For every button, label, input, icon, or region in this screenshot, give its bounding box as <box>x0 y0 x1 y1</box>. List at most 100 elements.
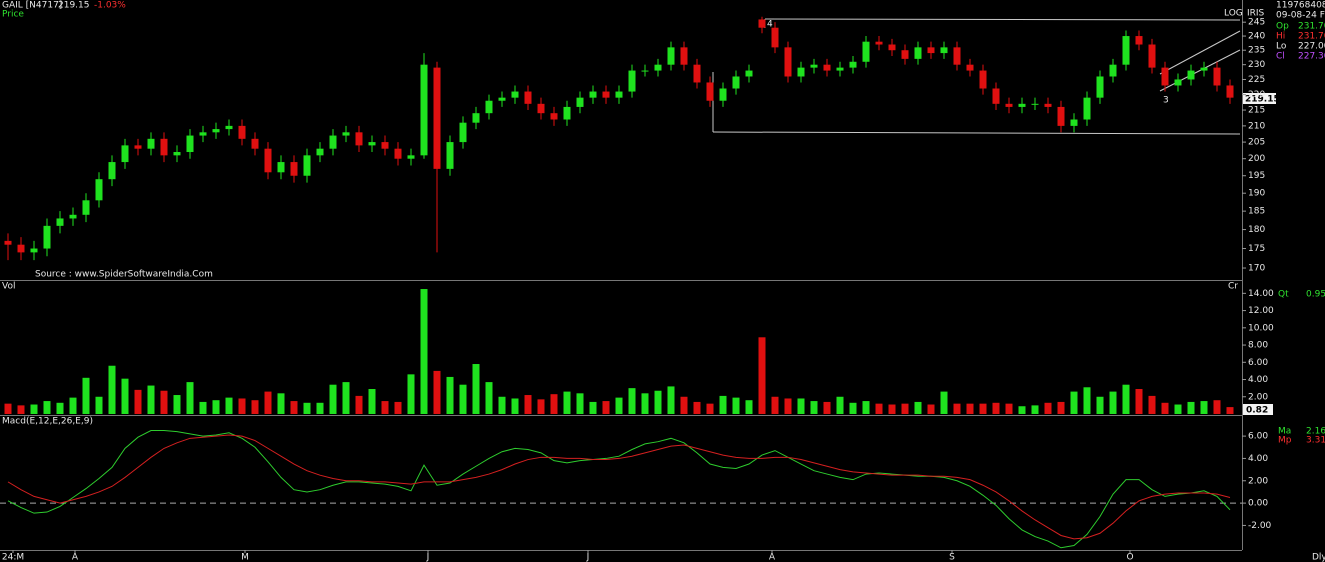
last-label: 219.15 <box>1245 95 1280 105</box>
volume-bar <box>30 404 38 414</box>
candle-body <box>615 91 623 98</box>
last-label-box <box>1243 404 1273 415</box>
info-value: 231.70 <box>1298 32 1325 42</box>
y-tick-label: 10.00 <box>1248 323 1274 333</box>
legend-name: Qt <box>1278 290 1289 300</box>
candle-body <box>1135 36 1143 45</box>
candle-body <box>823 64 831 71</box>
candle-body <box>199 132 207 136</box>
y-tick-label: 4.00 <box>1248 454 1268 464</box>
volume-bar <box>1044 402 1052 414</box>
y-tick-label: 220 <box>1248 90 1265 100</box>
y-tick-label: 6.00 <box>1248 358 1268 368</box>
volume-bar <box>1148 395 1156 414</box>
y-tick-label: 210 <box>1248 121 1265 131</box>
candle-body <box>108 162 116 180</box>
y-tick-label: 12.00 <box>1248 306 1274 316</box>
candle-body <box>277 162 285 173</box>
candle-body <box>368 142 376 146</box>
candle-body <box>4 240 12 245</box>
volume-bar <box>784 398 792 414</box>
y-tick-label: 230 <box>1248 60 1265 70</box>
candle-body <box>498 97 506 101</box>
unit: Cr <box>1228 282 1238 292</box>
volume-bar <box>238 398 246 414</box>
candle-body <box>69 214 77 219</box>
candle-body <box>1200 67 1208 71</box>
volume-bar <box>355 395 363 414</box>
volume-bar <box>264 391 272 414</box>
volume-bar <box>1057 401 1065 414</box>
y-tick-label: 245 <box>1248 18 1265 28</box>
candle-body <box>30 248 38 253</box>
candle-body <box>303 155 311 176</box>
x-tick-label: S <box>949 553 955 562</box>
volume-bar <box>589 401 597 414</box>
volume-bar <box>849 402 857 414</box>
macd-line <box>7 434 1231 540</box>
candle-body <box>238 125 246 139</box>
volume-bar <box>1122 384 1130 414</box>
candle-body <box>589 91 597 98</box>
volume-bar <box>862 401 870 414</box>
symbol: GAIL [N4717] <box>2 1 62 11</box>
candle-body <box>82 200 90 215</box>
macd-line <box>7 430 1231 549</box>
volume-bar <box>199 401 207 414</box>
volume-bar <box>524 395 532 414</box>
info-label: Op <box>1276 22 1289 32</box>
candle-body <box>953 47 961 65</box>
volume-bar <box>914 401 922 414</box>
volume-bar <box>875 403 883 414</box>
panel-title: Vol <box>2 282 15 292</box>
y-tick-label: 180 <box>1248 225 1265 235</box>
candle-body <box>43 225 51 249</box>
volume-bar <box>290 401 298 414</box>
candle-body <box>485 100 493 114</box>
candle-body <box>849 61 857 68</box>
volume-bar <box>602 401 610 414</box>
legend-value: 3.31 <box>1306 436 1325 446</box>
y-tick-label: 215 <box>1248 106 1265 116</box>
y-tick-label: 240 <box>1248 32 1265 42</box>
candle-body <box>914 47 922 59</box>
candle-body <box>1057 106 1065 126</box>
volume-bar <box>823 401 831 414</box>
volume-bar <box>953 403 961 414</box>
candle-body <box>888 44 896 51</box>
volume-bar <box>641 393 649 414</box>
candle-body <box>641 70 649 72</box>
candle-body <box>550 113 558 120</box>
info-date: 09-08-24 Fri <box>1276 11 1325 21</box>
candle-body <box>290 162 298 176</box>
volume-bar <box>563 391 571 414</box>
period: Dly <box>1312 553 1325 562</box>
trend-line <box>712 131 1241 135</box>
candle-body <box>251 138 259 149</box>
candle-body <box>121 145 129 163</box>
candle-body <box>875 41 883 45</box>
volume-bar <box>485 382 493 414</box>
last-label: 0.82 <box>1246 406 1268 416</box>
volume-bar <box>4 403 12 414</box>
volume-bar <box>1200 401 1208 414</box>
candle-body <box>394 148 402 159</box>
candle-body <box>706 82 714 101</box>
candle-body <box>524 91 532 104</box>
volume-bar <box>654 390 662 414</box>
candle-body <box>1109 64 1117 77</box>
candle-body <box>1018 103 1026 107</box>
candle-body <box>472 113 480 123</box>
volume-bar <box>550 394 558 414</box>
volume-bar <box>836 396 844 414</box>
x-tick-label: O <box>1126 553 1133 562</box>
info-label: Cl <box>1276 52 1285 62</box>
candle-body <box>1213 67 1221 86</box>
candle-body <box>1031 103 1039 105</box>
volume-bar <box>225 397 233 414</box>
volume-bar <box>992 402 1000 414</box>
volume-bar <box>472 364 480 414</box>
volume-bar <box>797 398 805 414</box>
